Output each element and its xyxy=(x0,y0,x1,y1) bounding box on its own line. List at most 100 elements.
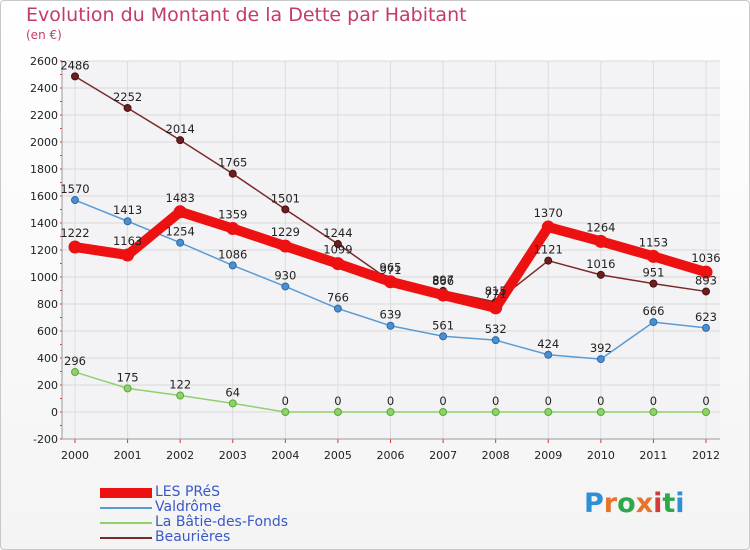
x-tick-label: 2012 xyxy=(692,449,720,462)
data-point xyxy=(439,408,448,416)
data-point xyxy=(121,248,135,262)
data-label: 0 xyxy=(439,394,446,408)
data-label: 1570 xyxy=(60,182,89,196)
y-tick-label: 2400 xyxy=(30,82,58,95)
data-point xyxy=(281,408,290,416)
data-point xyxy=(491,336,500,345)
y-tick-label: 400 xyxy=(37,352,58,365)
y-tick-label: 1000 xyxy=(30,271,58,284)
data-label: 815 xyxy=(485,284,507,298)
logo-letter: P xyxy=(584,488,604,519)
data-point xyxy=(544,408,553,416)
x-tick-label: 2003 xyxy=(219,449,247,462)
data-label: 1501 xyxy=(271,191,300,205)
data-point xyxy=(491,408,500,416)
data-point xyxy=(176,391,185,400)
data-label: 175 xyxy=(117,370,139,384)
y-tick-label: 600 xyxy=(37,325,58,338)
data-point xyxy=(594,234,608,248)
data-label: 0 xyxy=(702,394,709,408)
data-point xyxy=(384,275,397,289)
data-label: 2486 xyxy=(60,58,89,72)
x-tick-label: 2008 xyxy=(482,449,510,462)
y-tick-label: 0 xyxy=(51,406,58,419)
data-point xyxy=(71,72,79,81)
data-point xyxy=(439,332,448,341)
y-tick-label: 1200 xyxy=(30,244,58,257)
data-point xyxy=(333,408,342,416)
data-point xyxy=(173,205,187,219)
data-label: 296 xyxy=(64,354,86,368)
data-label: 1016 xyxy=(586,257,615,271)
data-point xyxy=(436,288,450,302)
chart-subtitle: (en €) xyxy=(26,28,62,42)
data-label: 0 xyxy=(545,394,552,408)
data-label: 951 xyxy=(642,266,664,280)
y-tick-label: 2200 xyxy=(30,109,58,122)
data-label: 1229 xyxy=(271,225,300,239)
data-label: 424 xyxy=(537,337,559,351)
data-label: 1483 xyxy=(166,191,195,205)
data-label: 2252 xyxy=(113,90,142,104)
data-point xyxy=(226,222,240,236)
y-tick-label: 1800 xyxy=(30,163,58,176)
legend-swatch xyxy=(100,507,152,509)
data-point xyxy=(596,408,605,416)
x-tick-label: 2001 xyxy=(114,449,142,462)
data-label: 965 xyxy=(380,261,402,275)
data-label: 771 xyxy=(485,287,507,301)
data-point xyxy=(386,321,395,330)
logo-letter: o xyxy=(617,488,636,519)
data-point xyxy=(123,384,132,393)
data-label: 1413 xyxy=(113,203,142,217)
data-label: 971 xyxy=(380,263,402,277)
data-label: 1370 xyxy=(534,206,563,220)
data-point xyxy=(123,103,132,112)
data-point xyxy=(649,408,658,416)
data-point xyxy=(228,261,237,270)
legend-label: Beaurières xyxy=(155,529,231,545)
data-label: 866 xyxy=(432,274,454,288)
data-point xyxy=(281,205,290,214)
data-point xyxy=(596,270,605,279)
data-point xyxy=(281,282,290,291)
y-tick-label: 2000 xyxy=(30,136,58,149)
data-point xyxy=(331,257,345,271)
x-tick-label: 2011 xyxy=(639,449,667,462)
x-tick-label: 2007 xyxy=(429,449,457,462)
y-tick-label: 1400 xyxy=(30,217,58,230)
line-chart: -200020040060080010001200140016001800200… xyxy=(30,55,721,462)
data-label: 1163 xyxy=(113,234,142,248)
data-label: 532 xyxy=(485,322,507,336)
data-label: 897 xyxy=(432,273,454,287)
data-point xyxy=(699,265,713,279)
chart-title: Evolution du Montant de la Dette par Hab… xyxy=(26,4,467,26)
logo-letter: i xyxy=(675,488,685,519)
data-label: 1036 xyxy=(691,251,720,265)
data-point xyxy=(489,301,503,315)
data-label: 0 xyxy=(597,394,604,408)
data-label: 0 xyxy=(334,394,341,408)
legend-label: Valdrôme xyxy=(155,499,222,515)
data-point xyxy=(702,323,710,332)
data-label: 1244 xyxy=(323,226,352,240)
data-label: 930 xyxy=(274,268,296,282)
data-label: 766 xyxy=(327,291,349,305)
legend-label: LES PRéS xyxy=(155,484,221,500)
data-point xyxy=(544,350,553,359)
data-point xyxy=(123,217,132,226)
data-point xyxy=(71,196,79,205)
x-tick-label: 2006 xyxy=(377,449,405,462)
legend-label: La Bâtie-des-Fonds xyxy=(155,514,289,530)
x-tick-label: 2010 xyxy=(587,449,615,462)
data-label: 639 xyxy=(380,308,402,322)
data-label: 1153 xyxy=(639,235,668,249)
data-point xyxy=(541,220,555,234)
data-point xyxy=(702,408,710,416)
data-point xyxy=(649,318,658,327)
data-label: 64 xyxy=(225,385,240,399)
data-point xyxy=(386,408,395,416)
data-label: 1765 xyxy=(218,156,247,170)
data-label: 0 xyxy=(282,394,289,408)
y-tick-label: 200 xyxy=(37,379,58,392)
